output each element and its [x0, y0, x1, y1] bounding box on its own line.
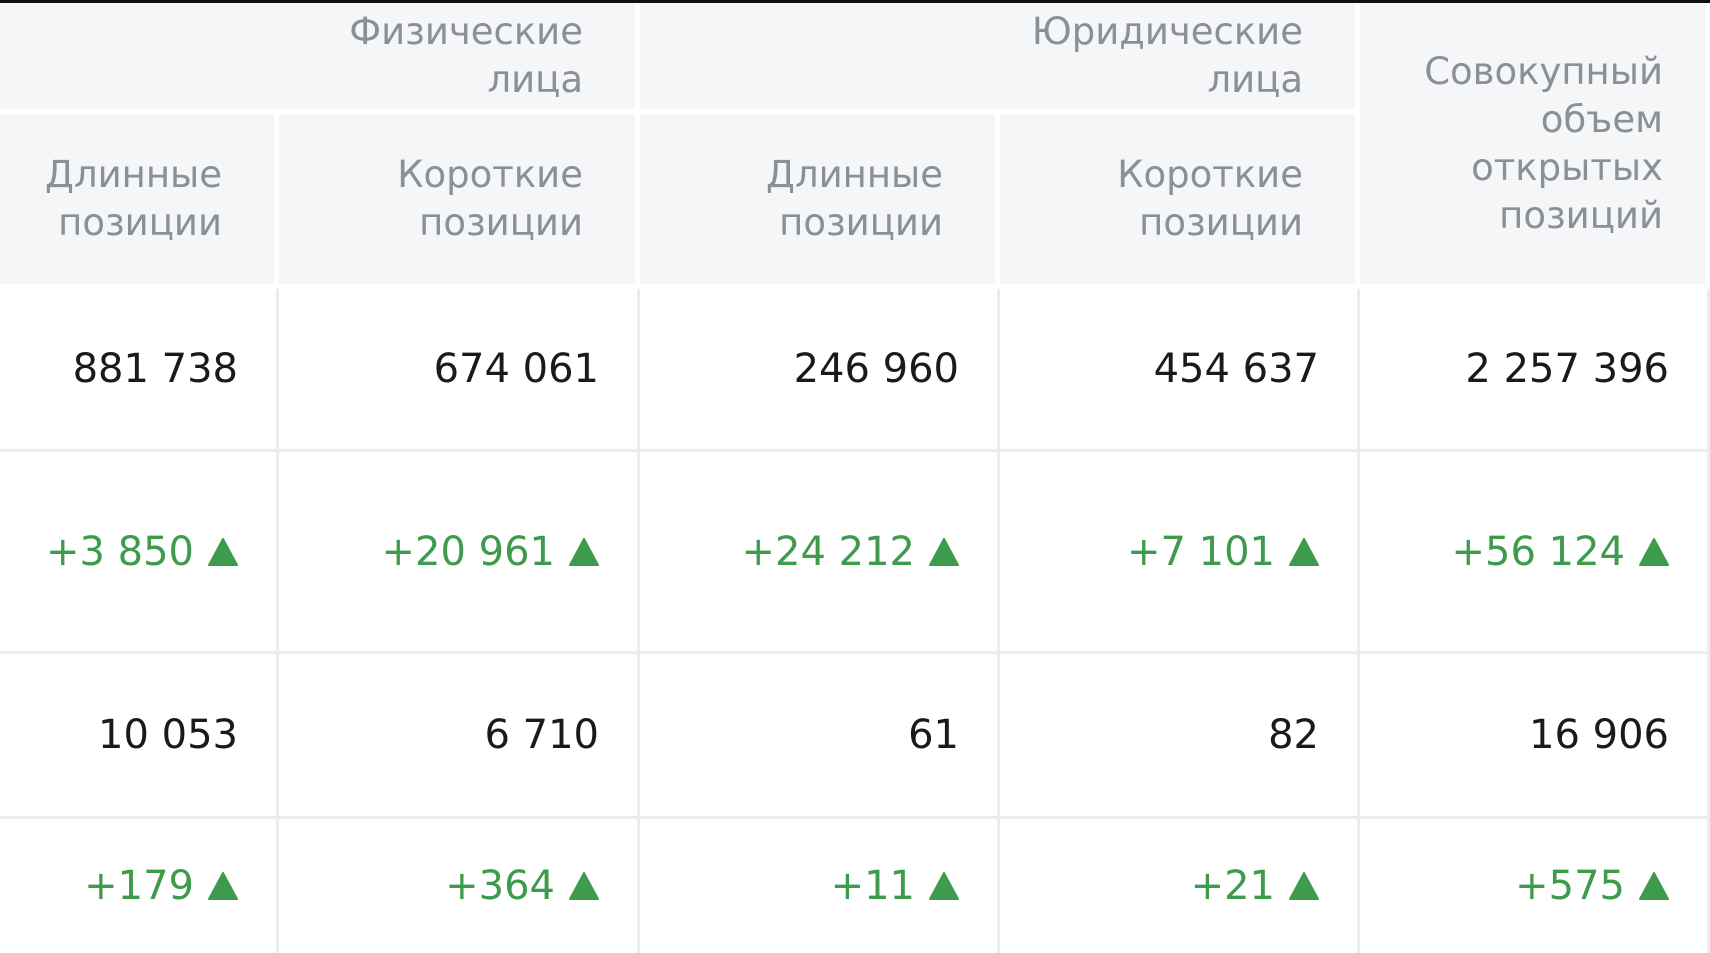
data-cell-text: +179	[84, 863, 194, 909]
data-cell-text: 2 257 396	[1465, 346, 1669, 392]
data-cell: +21	[1000, 819, 1360, 953]
up-arrow-shape	[569, 872, 599, 900]
data-cell-text: +56 124	[1451, 528, 1625, 575]
data-cell: +364	[279, 819, 640, 953]
sub-header-text: Длинные позиции	[766, 153, 943, 244]
up-arrow-shape	[1639, 537, 1669, 566]
data-cell-text: 10 053	[98, 712, 238, 758]
data-cell: +56 124	[1360, 452, 1710, 654]
data-cell: 10 053	[0, 654, 279, 819]
group-header: Юридические лица	[640, 3, 1360, 114]
group-header-text: Физические лица	[349, 10, 583, 101]
data-cell: +179	[0, 819, 279, 953]
data-cell: +20 961	[279, 452, 640, 654]
data-cell: 881 738	[0, 289, 279, 452]
data-cell: +7 101	[1000, 452, 1360, 654]
up-arrow-shape	[208, 537, 238, 566]
sub-header-text: Короткие позиции	[1117, 153, 1303, 244]
data-cell: 674 061	[279, 289, 640, 452]
sub-header: Длинные позиции	[640, 114, 1000, 289]
group-header-text: Совокупный объем открытых позиций	[1424, 49, 1663, 237]
sub-header: Короткие позиции	[1000, 114, 1360, 289]
up-arrow-shape	[929, 537, 959, 566]
group-header-text: Юридические лица	[1031, 10, 1303, 101]
data-cell: +24 212	[640, 452, 1000, 654]
up-arrow	[208, 537, 238, 566]
data-cell-text: 6 710	[484, 712, 599, 758]
data-cell-text: +20 961	[381, 528, 555, 575]
group-header: Физические лица	[0, 3, 640, 114]
data-cell-text: +24 212	[741, 528, 915, 575]
up-arrow	[569, 872, 599, 900]
data-cell-text: 16 906	[1529, 712, 1669, 758]
data-cell: +3 850	[0, 452, 279, 654]
up-arrow-shape	[208, 872, 238, 900]
data-cell-text: 881 738	[72, 346, 238, 392]
data-cell: 82	[1000, 654, 1360, 819]
sub-header: Короткие позиции	[279, 114, 640, 289]
data-cell: +11	[640, 819, 1000, 953]
sub-header-text: Длинные позиции	[45, 153, 222, 244]
up-arrow-shape	[1639, 872, 1669, 900]
data-cell: 454 637	[1000, 289, 1360, 452]
sub-header: Длинные позиции	[0, 114, 279, 289]
up-arrow	[569, 537, 599, 566]
data-cell-text: 246 960	[793, 346, 959, 392]
data-cell-text: 61	[908, 712, 959, 758]
group-header: Совокупный объем открытых позиций	[1360, 3, 1710, 289]
data-cell: +575	[1360, 819, 1710, 953]
data-cell: 2 257 396	[1360, 289, 1710, 452]
up-arrow	[1289, 537, 1319, 566]
data-cell-text: +7 101	[1126, 528, 1275, 575]
data-cell: 6 710	[279, 654, 640, 819]
up-arrow-shape	[1289, 872, 1319, 900]
data-cell: 16 906	[1360, 654, 1710, 819]
up-arrow	[1289, 872, 1319, 900]
data-cell-text: +575	[1515, 863, 1625, 909]
data-cell-text: 674 061	[433, 346, 599, 392]
up-arrow	[929, 537, 959, 566]
up-arrow	[929, 872, 959, 900]
up-arrow-shape	[1289, 537, 1319, 566]
up-arrow-shape	[569, 537, 599, 566]
data-cell: 246 960	[640, 289, 1000, 452]
data-cell-text: 82	[1268, 712, 1319, 758]
data-cell-text: +21	[1190, 863, 1275, 909]
data-cell-text: 454 637	[1153, 346, 1319, 392]
data-cell-text: +3 850	[45, 528, 194, 575]
up-arrow	[208, 872, 238, 900]
up-arrow-shape	[929, 872, 959, 900]
data-cell: 61	[640, 654, 1000, 819]
sub-header-text: Короткие позиции	[397, 153, 583, 244]
up-arrow	[1639, 872, 1669, 900]
data-cell-text: +11	[830, 863, 915, 909]
data-cell-text: +364	[445, 863, 555, 909]
up-arrow	[1639, 537, 1669, 566]
